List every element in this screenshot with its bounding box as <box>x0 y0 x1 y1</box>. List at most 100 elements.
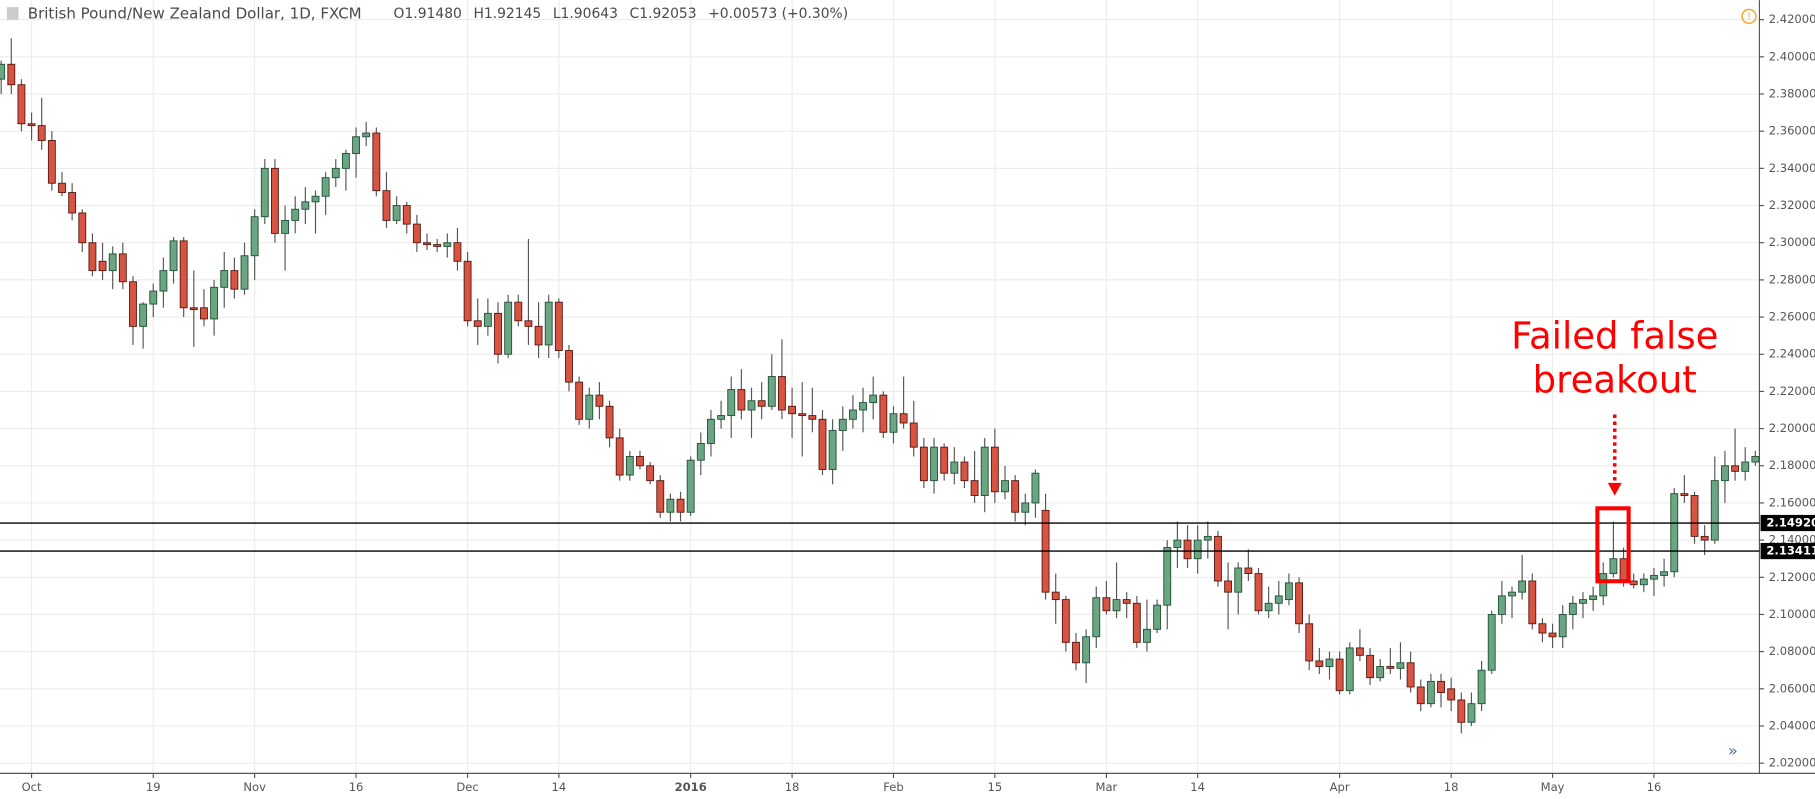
quote-value: L1.90643 <box>553 6 618 22</box>
candle-body <box>1021 502 1030 513</box>
x-tick-label: Dec <box>456 780 478 794</box>
candle-body <box>1457 699 1466 723</box>
candle-body <box>1751 456 1760 463</box>
candle-body <box>1214 535 1222 582</box>
y-tick-label: 2.28000 <box>1769 272 1815 286</box>
candle-body <box>1639 578 1648 586</box>
candle-body <box>534 325 543 346</box>
candle-body <box>554 301 563 351</box>
candle-body <box>636 456 644 467</box>
candle-body <box>1538 623 1547 634</box>
candle-body <box>58 182 66 193</box>
candle-body <box>139 303 148 327</box>
candle-body <box>47 140 56 184</box>
candle-body <box>980 446 989 496</box>
x-tick-label: 16 <box>349 780 364 794</box>
candle-body <box>1001 480 1009 493</box>
candle-body <box>879 394 888 433</box>
candle-body <box>1031 472 1040 504</box>
candle-body <box>1193 539 1202 560</box>
candle-body <box>402 205 411 225</box>
candle-body <box>1660 571 1669 576</box>
annotation: Failed false breakout <box>1511 315 1718 584</box>
candle-body <box>1589 595 1598 601</box>
candle-body <box>676 498 685 513</box>
annotation-box <box>1595 506 1631 584</box>
candle-body <box>767 376 776 407</box>
candle-body <box>423 242 431 246</box>
candle-body <box>940 446 949 474</box>
candle-body <box>869 394 878 404</box>
y-tick-label: 2.18000 <box>1769 458 1815 472</box>
y-tick-label: 2.34000 <box>1769 161 1815 175</box>
candle-body <box>250 216 259 257</box>
level-label: 2.13411 <box>1766 544 1815 558</box>
candle-body <box>727 389 736 417</box>
candle-body <box>656 480 665 513</box>
candle-body <box>595 394 604 407</box>
candle-body <box>1132 602 1141 643</box>
candle-body <box>838 418 847 431</box>
candle-body <box>1234 567 1243 593</box>
candle-body <box>220 270 229 288</box>
candle-body <box>565 350 573 383</box>
candle-body <box>412 223 421 244</box>
candle-body <box>1284 582 1293 601</box>
x-tick-label: Feb <box>883 780 903 794</box>
candle-body <box>1335 658 1344 692</box>
candle-body <box>1680 493 1689 496</box>
x-tick-label: Mar <box>1095 780 1117 794</box>
candle-body <box>463 260 472 322</box>
candle-body <box>950 461 959 474</box>
quote-value: H1.92145 <box>473 6 541 22</box>
level-label: 2.14920 <box>1766 516 1815 530</box>
axes: 2.02000 2.04000 2.06000 2.08000 2.10000 2.120… <box>22 12 1815 794</box>
level-label-box <box>1760 514 1815 532</box>
candle-body <box>504 301 513 355</box>
alert-icon[interactable] <box>1741 8 1757 24</box>
candle-body <box>78 212 87 244</box>
annotation-text: Failed false <box>1511 315 1718 358</box>
candle-body <box>230 270 239 290</box>
candle-body <box>98 260 107 272</box>
scroll-button[interactable]: » <box>1728 741 1738 760</box>
candle-body <box>494 312 502 355</box>
candle-body <box>108 253 117 272</box>
candle-body <box>453 242 462 262</box>
candle-body <box>960 461 969 482</box>
annotation-text: breakout <box>1533 359 1697 402</box>
candle-body <box>686 459 695 513</box>
y-tick-label: 2.42000 <box>1769 12 1815 26</box>
candle-body <box>1345 647 1354 692</box>
candle-body <box>1599 573 1608 597</box>
candle-body <box>1366 654 1374 679</box>
candle-body <box>1355 647 1364 656</box>
candle-body <box>1051 591 1060 601</box>
candle-body <box>7 63 16 86</box>
candle-body <box>352 136 360 154</box>
candle-body <box>1447 688 1456 701</box>
y-tick-label: 2.38000 <box>1769 87 1815 101</box>
candle-body <box>1244 567 1253 575</box>
candle-body <box>646 465 655 482</box>
candle-body <box>1173 539 1182 549</box>
candle-body <box>1518 580 1527 593</box>
x-tick-label: Oct <box>22 780 42 794</box>
candle-body <box>443 242 452 247</box>
candle-body <box>828 429 837 470</box>
candle-body <box>1305 623 1314 662</box>
candle-body <box>88 242 97 272</box>
chart-title: British Pound/New Zealand Dollar, 1D, FX… <box>28 5 362 23</box>
candle-body <box>605 405 614 439</box>
candle-body <box>1406 662 1415 688</box>
candle-body <box>737 389 746 411</box>
candle-body <box>129 281 137 327</box>
candle-body <box>1203 535 1212 541</box>
y-tick-label: 2.24000 <box>1769 347 1815 361</box>
candle-body <box>240 255 249 290</box>
candle-body <box>433 244 442 247</box>
header: British Pound/New Zealand Dollar, 1D, FX… <box>28 5 848 23</box>
candle-body <box>1386 666 1395 669</box>
y-tick-label: 2.02000 <box>1769 756 1815 770</box>
